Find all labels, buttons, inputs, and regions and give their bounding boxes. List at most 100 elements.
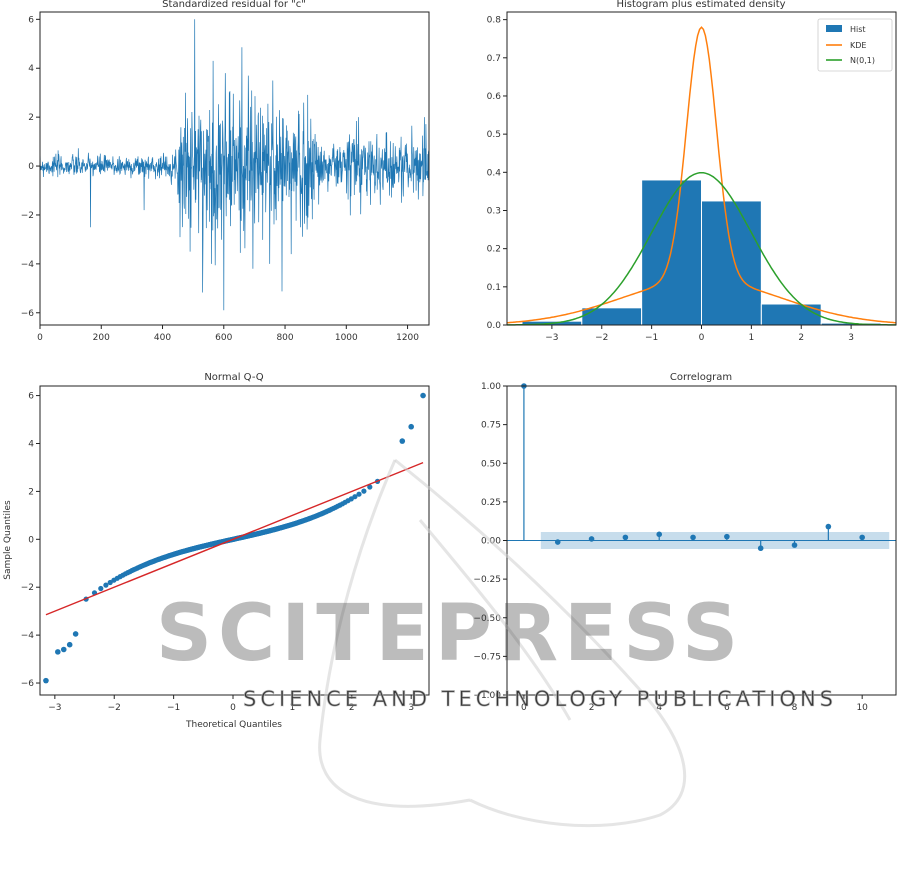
- x-tick-label: 1000: [335, 333, 358, 343]
- acf-marker: [825, 523, 832, 530]
- x-tick-label: 2: [349, 703, 355, 713]
- x-tick-label: 1: [749, 333, 755, 343]
- histogram-plot: [506, 26, 897, 326]
- y-tick-label: −6: [21, 309, 35, 319]
- x-tick-label: 1200: [396, 333, 419, 343]
- qq-point: [107, 579, 113, 586]
- x-tick-label: 2: [798, 333, 804, 343]
- y-tick-label: 0.50: [481, 459, 501, 469]
- y-tick-label: −0.75: [473, 652, 501, 662]
- y-tick-label: 0.6: [487, 92, 502, 102]
- x-tick-label: 0: [37, 333, 43, 343]
- x-tick-label: 4: [656, 703, 662, 713]
- y-tick-label: 4: [28, 439, 34, 449]
- histogram-panel: Histogram plus estimated density −3 −2 −1 0…: [487, 0, 897, 343]
- qq-plot: [43, 392, 426, 684]
- y-tick-label: 0.7: [487, 54, 501, 64]
- x-tick-label: 200: [93, 333, 110, 343]
- legend-hist-label: Hist: [850, 25, 866, 34]
- watermark-emblem-curve: [394, 458, 687, 828]
- qq-point: [55, 649, 61, 655]
- histogram-axes-frame: [506, 11, 897, 326]
- qq-point: [361, 488, 367, 494]
- x-tick-label: −1: [167, 703, 180, 713]
- x-tick-label: 2: [589, 703, 595, 713]
- x-tick-label: −2: [108, 703, 121, 713]
- qq-point: [408, 423, 414, 430]
- watermark-emblem-curve: [318, 459, 471, 808]
- legend-kde-label: KDE: [850, 41, 866, 50]
- x-tick-label: 0: [230, 703, 236, 713]
- y-tick-label: 0: [28, 535, 34, 545]
- y-tick-label: −0.50: [473, 614, 501, 624]
- residual-ticks: 0 200 400 600 800 1000 1200 −6 −4 −2 0 2 4 6: [21, 15, 420, 343]
- acf-marker: [690, 534, 696, 541]
- acf-marker: [622, 534, 629, 541]
- y-tick-label: 6: [28, 15, 34, 25]
- acf-marker: [588, 536, 595, 542]
- legend-normal-label: N(0,1): [850, 56, 875, 65]
- y-tick-label: 0.25: [481, 498, 501, 508]
- histogram-bar: [760, 303, 822, 326]
- kde-line: [506, 26, 897, 324]
- y-tick-label: −4: [21, 260, 35, 270]
- y-tick-label: 0.2: [487, 245, 501, 255]
- y-tick-label: 2: [28, 113, 34, 123]
- x-tick-label: −3: [545, 333, 558, 343]
- y-tick-label: 0: [28, 162, 34, 172]
- x-tick-label: 1: [290, 703, 296, 713]
- residual-plot: [39, 19, 430, 311]
- histogram-bar: [701, 200, 762, 326]
- x-tick-label: 0: [699, 333, 705, 343]
- qq-point: [43, 677, 49, 684]
- x-tick-label: 0: [521, 703, 527, 713]
- residual-panel: Standardized residual for "c" 0 200 400 600…: [21, 0, 430, 343]
- y-tick-label: 6: [28, 392, 34, 402]
- y-tick-label: 4: [28, 64, 34, 74]
- y-tick-label: −2: [21, 211, 34, 221]
- y-tick-label: 0.8: [487, 16, 502, 26]
- qq-panel: Normal Q-Q −3 −2 −1 0 1 2 3 −6 −4 −2 0 2 4 6 Theoreti…: [3, 372, 430, 730]
- qq-point: [356, 491, 362, 497]
- y-tick-label: 2: [28, 487, 34, 497]
- legend-hist-swatch: [826, 25, 842, 32]
- qq-point: [66, 641, 73, 648]
- y-tick-label: −6: [21, 679, 35, 689]
- x-tick-label: −3: [48, 703, 61, 713]
- x-tick-label: 10: [856, 703, 868, 713]
- qq-ylabel: Sample Quantiles: [3, 500, 13, 580]
- histogram-bar: [581, 307, 643, 326]
- x-tick-label: 8: [792, 703, 798, 713]
- acf-marker: [757, 545, 764, 552]
- x-tick-label: 3: [848, 333, 854, 343]
- y-tick-label: 0.1: [487, 283, 501, 293]
- residual-axes-frame: [39, 11, 430, 326]
- scitepress-watermark: SCITEPRESS SCIENCE AND TECHNOLOGY PUBLIC…: [156, 458, 834, 828]
- correlogram-panel: Correlogram 0 2 4 6 8 10 −1.00 −0.75 −0.50 −0.25 0…: [473, 372, 897, 713]
- qq-point: [98, 585, 104, 592]
- y-tick-label: 0.3: [487, 206, 501, 216]
- x-tick-label: −1: [645, 333, 658, 343]
- x-tick-label: 3: [408, 703, 414, 713]
- histogram-title: Histogram plus estimated density: [616, 0, 785, 10]
- residual-title: Standardized residual for "c": [162, 0, 306, 10]
- acf-marker: [554, 539, 561, 545]
- normal-density-line: [507, 171, 896, 326]
- qq-point: [103, 582, 109, 588]
- y-tick-label: −0.25: [473, 575, 501, 585]
- x-tick-label: 600: [215, 333, 232, 343]
- y-tick-label: 0.0: [487, 321, 502, 331]
- correlogram-title: Correlogram: [670, 372, 732, 383]
- y-tick-label: −2: [21, 583, 34, 593]
- x-tick-label: −2: [595, 333, 608, 343]
- x-tick-label: 800: [276, 333, 293, 343]
- residual-series-line: [39, 19, 430, 311]
- histogram-ticks: −3 −2 −1 0 1 2 3 0.0 0.1 0.2 0.3 0.4 0.5 0.6 0.7 0.8: [487, 16, 854, 343]
- qq-ticks: −3 −2 −1 0 1 2 3 −6 −4 −2 0 2 4 6: [21, 392, 414, 713]
- qq-point: [60, 646, 67, 653]
- y-tick-label: −1.00: [473, 691, 501, 701]
- y-tick-label: 0.75: [481, 421, 501, 431]
- qq-point: [399, 438, 406, 444]
- qq-title: Normal Q-Q: [204, 372, 263, 383]
